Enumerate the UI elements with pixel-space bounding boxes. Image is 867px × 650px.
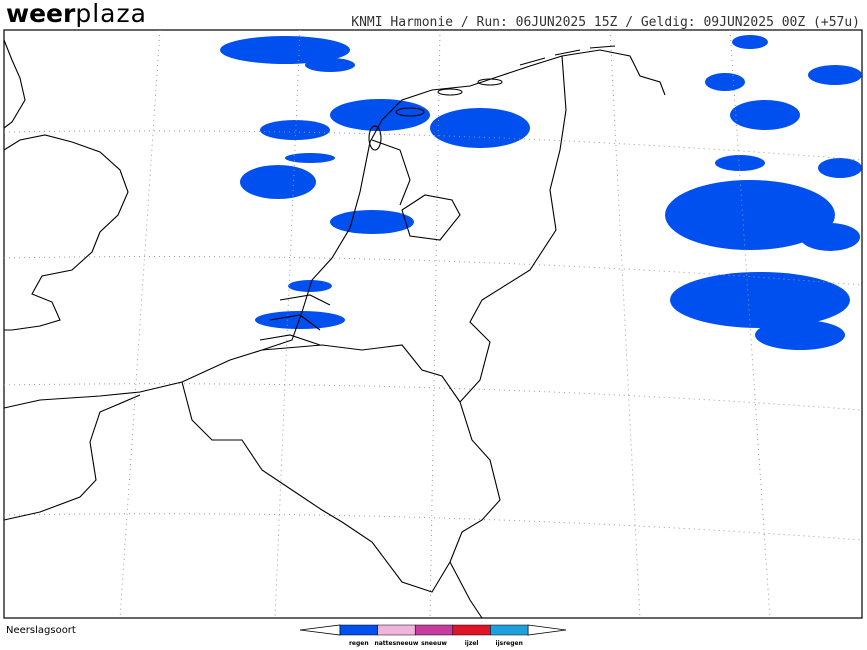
legend-swatch [339, 624, 378, 636]
legend: regen nattesneeuw sneeuw ijzel ijsregen [299, 624, 567, 647]
logo-bold: weer [6, 0, 76, 28]
coastlines [3, 39, 666, 619]
rain-area [818, 158, 862, 178]
rain-area [808, 65, 862, 85]
run-info: KNMI Harmonie / Run: 06JUN2025 15Z / Gel… [351, 15, 860, 30]
rain-area [800, 223, 860, 251]
rain-area [730, 100, 800, 130]
legend-title: Neerslagsoort [6, 625, 76, 636]
legend-label: regen [349, 640, 369, 647]
legend-label: sneeuw [421, 640, 447, 647]
legend-swatch [452, 624, 491, 636]
logo: weerplaza [6, 0, 147, 28]
rain-area [430, 108, 530, 148]
rain-area [670, 272, 850, 328]
legend-label: ijsregen [496, 640, 523, 647]
rain-area [285, 153, 335, 163]
graticule [3, 29, 863, 619]
rain-area [755, 320, 845, 350]
rain-area [305, 58, 355, 72]
rain-area [732, 35, 768, 49]
precipitation [220, 35, 862, 350]
legend-swatch [490, 624, 529, 636]
rain-area [255, 311, 345, 329]
legend-swatch [377, 624, 416, 636]
rain-area [330, 99, 430, 131]
rain-area [665, 180, 835, 250]
rain-area [715, 155, 765, 171]
legend-swatch [414, 624, 454, 636]
legend-label: nattesneeuw [374, 640, 418, 647]
logo-light: plaza [75, 0, 147, 28]
rain-area [260, 120, 330, 140]
rain-area [240, 165, 316, 199]
rain-area [330, 210, 414, 234]
rain-area [705, 73, 745, 91]
rain-area [220, 36, 350, 64]
legend-label: ijzel [465, 640, 479, 647]
map [3, 29, 863, 619]
